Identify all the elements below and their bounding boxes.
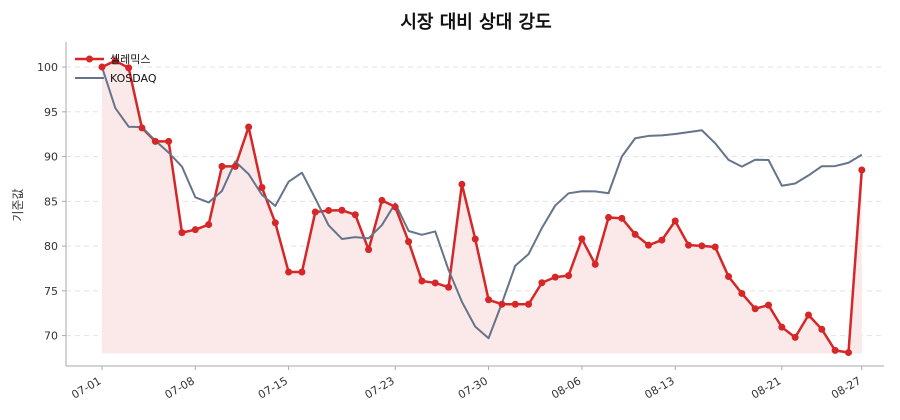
data-point-selemics-4 [151,137,159,145]
data-point-selemics-33 [538,279,546,287]
data-point-selemics-51 [778,323,786,331]
data-point-selemics-35 [565,272,573,280]
data-point-selemics-24 [418,277,426,285]
data-point-selemics-22 [391,203,399,211]
series-lines-layer [101,59,864,354]
data-point-selemics-38 [605,213,613,221]
data-point-selemics-45 [698,242,706,250]
data-point-selemics-43 [671,217,679,225]
x-tick-label-07-01: 07-01 [69,374,103,401]
data-point-selemics-54 [818,325,826,333]
data-point-selemics-27 [458,180,466,188]
y-tick-label-85: 85 [44,195,58,208]
data-point-selemics-46 [711,243,719,251]
x-tick-label-08-06: 08-06 [549,374,583,401]
fill-area-selemics [102,60,862,354]
data-point-selemics-40 [631,230,639,238]
data-point-selemics-32 [525,300,533,308]
series-line-kosdaq [101,66,863,340]
data-point-selemics-41 [645,241,653,249]
y-tick-labels: 70 75 80 85 90 95 100 [37,61,66,343]
data-point-selemics-13 [271,219,279,227]
x-tick-label-07-15: 07-15 [256,374,290,401]
series-line-selemics [101,59,864,354]
data-point-selemics-52 [791,333,799,341]
data-point-selemics-10 [231,162,239,170]
data-point-selemics-20 [365,246,373,254]
data-point-selemics-16 [311,208,319,216]
data-point-selemics-2 [125,64,133,72]
data-point-selemics-25 [431,279,439,287]
x-tick-label-08-13: 08-13 [643,374,677,401]
data-point-selemics-8 [205,221,213,229]
y-tick-label-75: 75 [44,285,58,298]
y-tick-label-95: 95 [44,106,58,119]
data-point-selemics-48 [738,289,746,297]
y-tick-label-70: 70 [44,330,58,343]
y-tick-label-90: 90 [44,151,58,164]
fill-area-layer [102,60,862,354]
data-point-selemics-18 [338,206,346,214]
chart-title: 시장 대비 상대 강도 [400,12,551,33]
data-point-selemics-29 [485,296,493,304]
axes [65,42,884,367]
data-point-selemics-11 [245,123,253,131]
data-point-selemics-12 [258,184,266,192]
data-point-selemics-34 [551,273,559,281]
legend: 셀레믹스 KOSDAQ [75,53,157,85]
data-point-selemics-5 [165,137,173,145]
data-point-selemics-50 [765,301,772,309]
data-point-selemics-49 [751,305,759,313]
data-point-selemics-30 [498,300,506,308]
data-point-selemics-56 [844,349,852,357]
x-tick-labels: 07-01 07-08 07-15 07-23 07-30 08-06 08-13 08-21… [69,366,863,402]
series-markers-layer [98,57,866,357]
data-point-selemics-9 [218,162,226,170]
data-point-selemics-7 [191,226,199,234]
legend-label-selemics: 셀레믹스 [110,53,150,66]
data-point-selemics-1 [111,57,119,65]
data-point-selemics-47 [725,272,733,280]
x-tick-label-08-27: 08-27 [829,374,863,401]
data-point-selemics-36 [578,235,586,243]
data-point-selemics-37 [591,260,599,268]
x-tick-label-07-23: 07-23 [363,374,397,401]
data-point-selemics-21 [378,196,386,204]
data-point-selemics-42 [658,236,666,244]
data-point-selemics-23 [405,238,413,246]
data-point-selemics-14 [285,268,293,276]
data-point-selemics-28 [471,235,479,243]
x-tick-label-08-21: 08-21 [749,374,783,401]
data-point-selemics-39 [618,214,626,222]
y-tick-label-80: 80 [44,240,58,253]
data-point-selemics-15 [298,268,306,276]
data-point-selemics-17 [325,206,333,214]
data-point-selemics-26 [445,283,453,291]
data-point-selemics-31 [511,300,519,308]
x-tick-label-07-08: 07-08 [163,374,197,401]
legend-marker-selemics [86,55,93,63]
data-point-selemics-44 [685,241,693,249]
data-point-selemics-3 [138,124,146,132]
y-tick-label-100: 100 [37,61,58,74]
data-point-selemics-55 [831,346,839,354]
data-point-selemics-57 [858,166,866,174]
y-axis-label: 기준값 [11,188,25,221]
legend-label-kosdaq: KOSDAQ [110,72,157,85]
data-point-selemics-19 [351,211,359,219]
data-point-selemics-6 [178,229,186,237]
x-tick-label-07-30: 07-30 [456,374,490,401]
data-point-selemics-53 [804,311,812,319]
data-point-selemics-0 [98,63,106,71]
